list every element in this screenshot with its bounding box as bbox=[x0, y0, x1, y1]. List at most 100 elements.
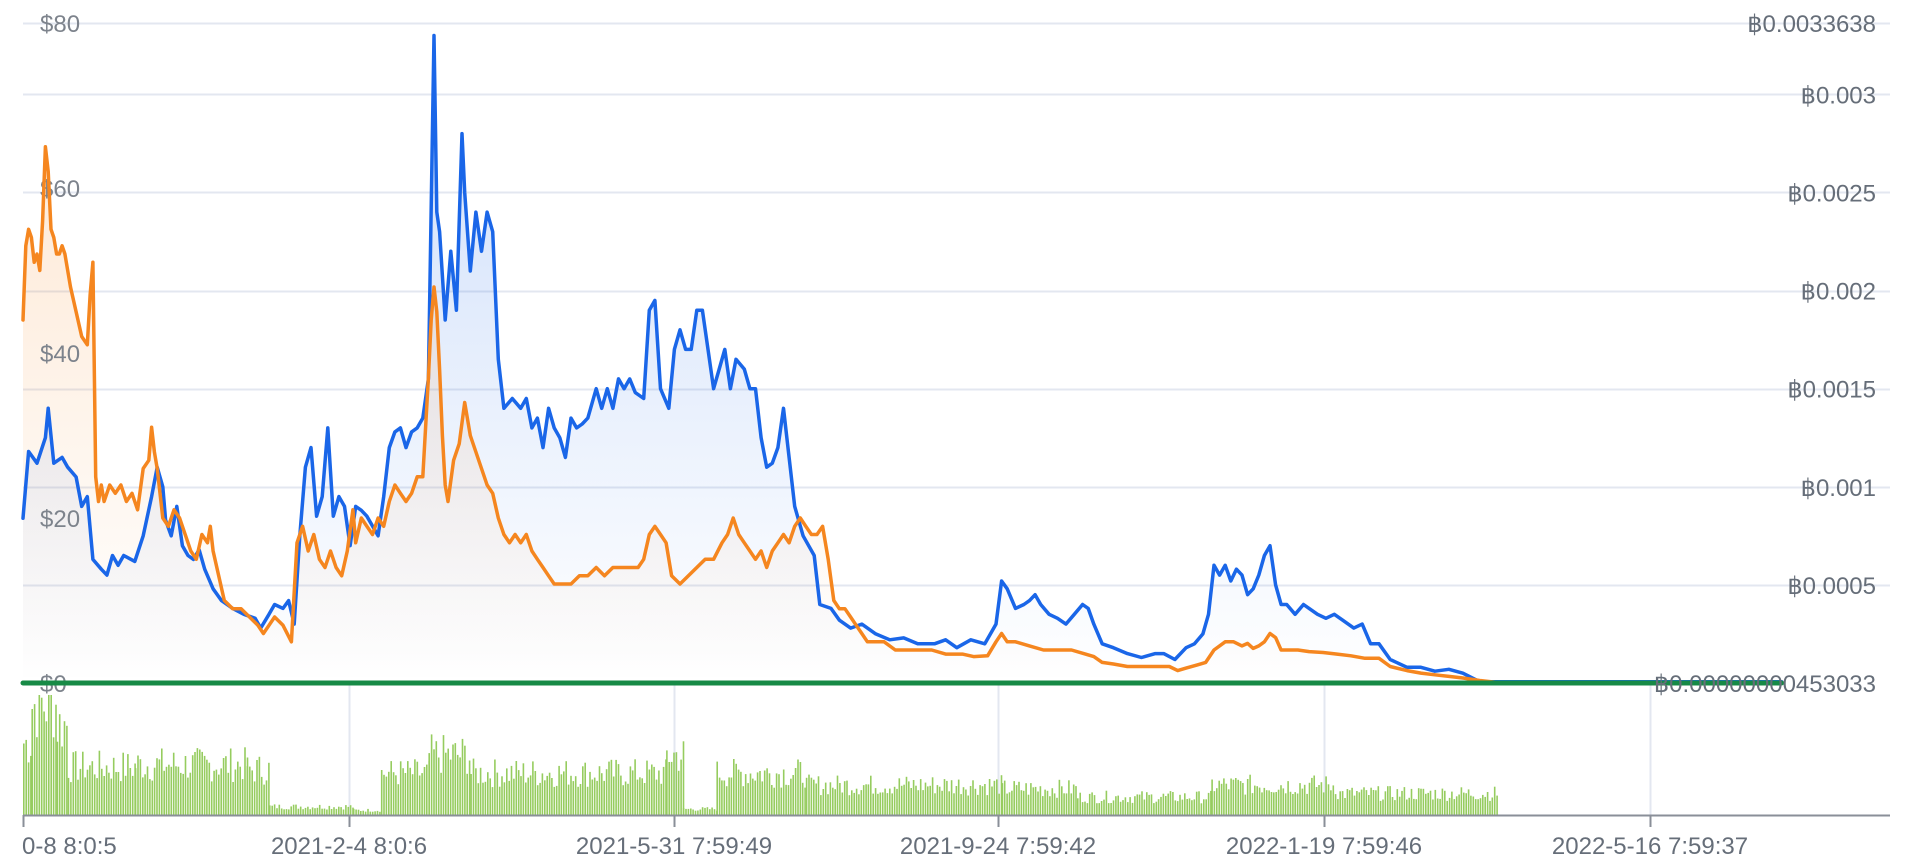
volume-bar bbox=[184, 756, 187, 815]
volume-bar bbox=[1391, 797, 1394, 815]
volume-bar bbox=[1103, 799, 1105, 815]
volume-bar bbox=[870, 775, 872, 815]
volume-bar bbox=[665, 759, 667, 815]
volume-bar bbox=[1232, 779, 1235, 815]
volume-bar bbox=[522, 763, 525, 815]
volume-bar bbox=[560, 774, 563, 815]
volume-bar bbox=[1246, 779, 1249, 815]
volume-bar bbox=[103, 776, 105, 815]
x-axis-tick-label: 2022-1-19 7:59:46 bbox=[1226, 833, 1422, 860]
volume-bar bbox=[974, 788, 977, 815]
volume-bar bbox=[168, 764, 170, 815]
volume-bar bbox=[846, 780, 848, 815]
volume-bar bbox=[555, 785, 558, 815]
volume-bar bbox=[314, 808, 316, 815]
volume-bar bbox=[208, 762, 211, 815]
volume-bar bbox=[737, 769, 740, 815]
volume-bar bbox=[1413, 798, 1415, 815]
volume-bar bbox=[1261, 792, 1263, 815]
volume-bar bbox=[139, 759, 142, 815]
left-axis-layer: $80$60$40$20$0 bbox=[40, 11, 80, 698]
volume-bar bbox=[584, 762, 586, 815]
volume-bar bbox=[1065, 793, 1068, 815]
volume-bar bbox=[1239, 781, 1242, 815]
volume-bar bbox=[1396, 789, 1399, 815]
volume-bar bbox=[610, 759, 613, 815]
volume-bar bbox=[1417, 788, 1420, 815]
volume-bar bbox=[50, 695, 52, 815]
volume-bar bbox=[553, 786, 556, 815]
volume-bar bbox=[867, 784, 870, 815]
volume-bar bbox=[376, 810, 379, 815]
volume-bar bbox=[1403, 787, 1406, 815]
volume-bar bbox=[1458, 794, 1460, 815]
volume-bar bbox=[763, 770, 766, 815]
volume-bar bbox=[1042, 796, 1044, 815]
volume-bar bbox=[66, 725, 68, 815]
volume-bar bbox=[349, 805, 352, 815]
volume-bar bbox=[43, 711, 45, 815]
volume-bar bbox=[101, 768, 103, 815]
volume-bar bbox=[1049, 796, 1051, 815]
volume-bar bbox=[1410, 788, 1413, 815]
right-axis-tick-label: ฿0.002 bbox=[1801, 279, 1876, 306]
volume-bar bbox=[1387, 786, 1389, 815]
volume-bar bbox=[1270, 792, 1273, 815]
volume-bar bbox=[491, 787, 494, 815]
volume-bar bbox=[977, 794, 979, 815]
volume-bar bbox=[915, 785, 917, 815]
volume-bar bbox=[565, 761, 567, 815]
volume-bar bbox=[307, 806, 309, 815]
volume-bar bbox=[929, 785, 931, 815]
volume-bar bbox=[280, 808, 283, 815]
volume-bar bbox=[1432, 799, 1434, 815]
volume-bar bbox=[1223, 778, 1225, 815]
volume-bar bbox=[1112, 800, 1115, 815]
volume-bar bbox=[1138, 794, 1141, 815]
volume-bar bbox=[723, 780, 726, 815]
volume-bar bbox=[1227, 789, 1230, 815]
volume-bar bbox=[194, 752, 196, 815]
volume-bar bbox=[824, 782, 827, 815]
volume-bar bbox=[525, 782, 527, 815]
volume-bar bbox=[646, 760, 648, 815]
volume-bar bbox=[362, 810, 364, 815]
volume-bar bbox=[735, 763, 737, 815]
volume-bar bbox=[437, 757, 440, 815]
volume-bar bbox=[1015, 785, 1018, 815]
volume-bar bbox=[397, 784, 400, 815]
volume-bar bbox=[1420, 788, 1422, 815]
volume-bar bbox=[627, 783, 629, 815]
volume-bar bbox=[199, 749, 201, 815]
volume-bar bbox=[56, 741, 59, 815]
volume-bar bbox=[941, 790, 943, 815]
volume-bar bbox=[1489, 800, 1491, 815]
volume-bar bbox=[1446, 800, 1448, 815]
volume-bar bbox=[416, 761, 419, 815]
volume-bar bbox=[785, 784, 787, 815]
volume-bar bbox=[1296, 793, 1299, 815]
volume-bar bbox=[1353, 795, 1356, 815]
volume-bar bbox=[551, 778, 553, 815]
volume-bar bbox=[1001, 783, 1004, 815]
volume-bar bbox=[622, 785, 624, 815]
volume-bar bbox=[1275, 792, 1277, 815]
volume-bar bbox=[1460, 787, 1463, 815]
volume-bar bbox=[316, 807, 319, 815]
volume-bar bbox=[1146, 792, 1148, 815]
volume-bar bbox=[768, 773, 771, 815]
volume-bar bbox=[513, 778, 515, 815]
volume-bar bbox=[804, 787, 806, 815]
volume-bar bbox=[234, 769, 237, 815]
volume-bar bbox=[668, 762, 670, 815]
volume-bar bbox=[536, 785, 539, 815]
volume-bar bbox=[220, 768, 222, 815]
volume-bar bbox=[1415, 799, 1418, 815]
volume-bar bbox=[191, 755, 194, 815]
volume-bar bbox=[927, 786, 929, 815]
volume-bar bbox=[1365, 790, 1368, 815]
volume-bar bbox=[1327, 784, 1330, 815]
volume-bar bbox=[404, 773, 407, 815]
volume-bar bbox=[213, 770, 215, 815]
